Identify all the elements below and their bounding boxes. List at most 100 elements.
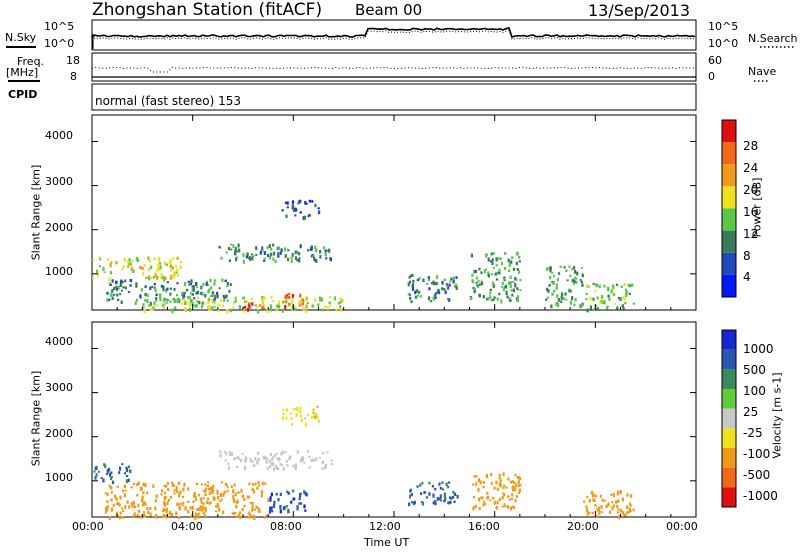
heatmap-cell [281, 209, 284, 212]
heatmap-cell [220, 498, 224, 501]
heatmap-cell [503, 276, 506, 279]
heatmap-cell [158, 293, 162, 298]
vel-cb-tick-1000: 1000 [743, 342, 774, 356]
heatmap-cell [92, 259, 95, 261]
heatmap-cell [282, 466, 285, 471]
heatmap-cell [573, 269, 577, 274]
heatmap-cell [335, 308, 338, 312]
heatmap-cell [175, 271, 178, 274]
heatmap-cell [608, 297, 611, 301]
heatmap-cell [288, 296, 291, 300]
heatmap-cell [411, 501, 414, 504]
heatmap-cell [218, 287, 221, 290]
heatmap-cell [243, 465, 247, 470]
heatmap-cell [501, 505, 504, 508]
heatmap-cell [102, 267, 105, 271]
heatmap-cell [213, 301, 216, 305]
heatmap-cell [284, 305, 287, 310]
heatmap-cell [226, 489, 229, 493]
heatmap-cell [271, 299, 274, 302]
heatmap-cell [213, 306, 216, 308]
heatmap-cell [244, 459, 247, 463]
heatmap-cell [580, 303, 583, 308]
heatmap-cell [329, 257, 332, 261]
heatmap-cell [598, 284, 601, 289]
heatmap-cell [311, 200, 314, 203]
heatmap-cell [330, 462, 333, 466]
heatmap-cell [203, 302, 206, 305]
heatmap-cell [217, 496, 220, 500]
heatmap-cell [211, 294, 214, 298]
heatmap-cell [585, 298, 588, 301]
heatmap-cell [513, 486, 516, 489]
heatmap-cell [136, 493, 139, 497]
heatmap-cell [418, 290, 421, 294]
heatmap-cell [183, 297, 186, 302]
heatmap-cell [628, 507, 631, 512]
heatmap-cell [206, 484, 209, 487]
heatmap-cell [226, 309, 229, 314]
heatmap-cell [295, 208, 298, 212]
heatmap-cell [94, 476, 97, 480]
heatmap-cell [158, 256, 161, 260]
heatmap-cell [586, 496, 589, 499]
heatmap-cell [177, 301, 180, 304]
heatmap-cell [242, 259, 245, 264]
heatmap-cell [555, 287, 558, 290]
heatmap-cell [228, 452, 231, 457]
heatmap-cell [449, 496, 452, 500]
heatmap-cell [178, 516, 181, 520]
heatmap-cell [135, 282, 138, 285]
heatmap-cell [119, 466, 122, 471]
heatmap-cell [207, 301, 210, 305]
heatmap-cell [97, 470, 100, 473]
heatmap-cell [180, 302, 184, 305]
heatmap-cell [208, 502, 211, 504]
heatmap-cell [216, 489, 219, 493]
heatmap-cell [279, 251, 282, 255]
heatmap-cell [611, 501, 614, 504]
heatmap-cell [416, 278, 419, 282]
heatmap-cell [474, 269, 478, 274]
heatmap-cell [285, 505, 288, 508]
heatmap-cell [629, 504, 632, 507]
power-colorbar-swatch [722, 208, 736, 231]
heatmap-cell [131, 504, 134, 509]
heatmap-cell [244, 456, 247, 460]
heatmap-cell [517, 476, 521, 480]
heatmap-cell [114, 280, 118, 284]
heatmap-cell [305, 309, 308, 314]
heatmap-cell [418, 277, 421, 280]
heatmap-cell [275, 307, 278, 312]
xtick-0400: 04:00 [171, 520, 203, 533]
heatmap-cell [312, 408, 315, 411]
heatmap-cell [165, 484, 168, 488]
heatmap-cell [192, 285, 195, 288]
heatmap-cell [163, 306, 166, 309]
heatmap-cell [573, 266, 576, 270]
heatmap-cell [267, 253, 270, 258]
heatmap-cell [219, 493, 223, 498]
heatmap-cell [625, 505, 629, 510]
heatmap-cell [503, 494, 506, 497]
heatmap-cell [472, 506, 475, 511]
heatmap-cell [261, 246, 264, 251]
heatmap-cell [267, 498, 270, 502]
vel-cb-tick-minus500: -500 [743, 468, 771, 482]
heatmap-cell [271, 457, 274, 462]
heatmap-cell [503, 484, 506, 487]
heatmap-cell [288, 455, 291, 460]
heatmap-cell [110, 476, 113, 478]
heatmap-cell [496, 278, 499, 281]
heatmap-cell [314, 245, 317, 250]
heatmap-cell [190, 292, 193, 295]
heatmap-cell [511, 486, 514, 490]
heatmap-cell [143, 309, 146, 314]
heatmap-cell [130, 266, 133, 272]
heatmap-cell [262, 455, 265, 460]
heatmap-cell [546, 287, 549, 291]
heatmap-cell [596, 296, 599, 300]
heatmap-cell [181, 504, 185, 507]
heatmap-cell [244, 300, 247, 304]
heatmap-cell [432, 296, 435, 301]
